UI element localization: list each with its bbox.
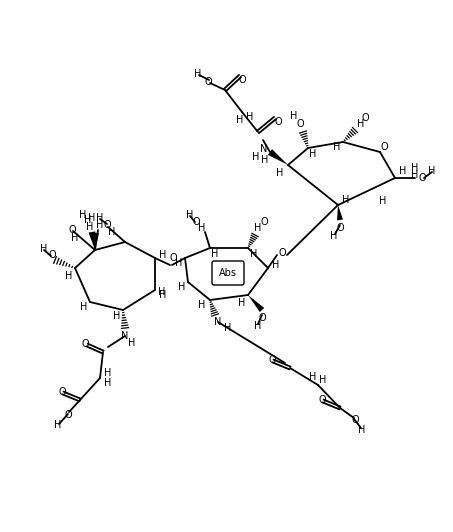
Text: H: H xyxy=(54,420,62,430)
Text: H: H xyxy=(333,142,341,152)
Text: H: H xyxy=(252,152,260,162)
Text: Abs: Abs xyxy=(219,268,237,278)
Text: O: O xyxy=(351,415,359,425)
Text: O: O xyxy=(192,217,200,227)
Text: H: H xyxy=(342,195,350,205)
Text: H: H xyxy=(254,223,262,233)
Text: H: H xyxy=(236,115,244,125)
Text: H: H xyxy=(65,271,72,281)
Polygon shape xyxy=(268,149,288,165)
Text: O: O xyxy=(318,395,326,405)
Text: H: H xyxy=(411,170,419,180)
Text: H: H xyxy=(330,231,337,241)
Text: O: O xyxy=(278,248,286,258)
Text: H: H xyxy=(309,149,317,159)
Text: H: H xyxy=(80,302,88,312)
Text: O: O xyxy=(48,250,56,260)
Text: H: H xyxy=(175,258,183,268)
Text: H: H xyxy=(411,163,419,173)
Text: H: H xyxy=(84,215,92,225)
Text: H: H xyxy=(113,311,120,321)
Text: O: O xyxy=(58,387,66,397)
Polygon shape xyxy=(248,295,264,312)
Text: N: N xyxy=(260,144,268,154)
Text: H: H xyxy=(159,290,167,300)
Text: H: H xyxy=(254,321,262,331)
Text: O: O xyxy=(268,355,276,365)
Text: O: O xyxy=(380,142,388,152)
Text: H: H xyxy=(88,213,96,223)
Text: H: H xyxy=(358,425,366,435)
Text: H: H xyxy=(159,250,167,260)
Polygon shape xyxy=(88,231,96,250)
Text: O: O xyxy=(169,253,177,263)
Polygon shape xyxy=(93,233,99,250)
Text: O: O xyxy=(238,75,246,85)
Text: O: O xyxy=(204,77,212,87)
Text: H: H xyxy=(309,372,317,382)
Text: H: H xyxy=(194,69,202,79)
Text: H: H xyxy=(290,111,298,121)
Text: H: H xyxy=(40,244,48,254)
Text: H: H xyxy=(276,168,284,178)
Text: H: H xyxy=(198,223,206,233)
Text: H: H xyxy=(357,119,365,129)
Text: H: H xyxy=(251,249,258,259)
Text: O: O xyxy=(103,220,111,230)
Text: O: O xyxy=(274,117,282,127)
Text: O: O xyxy=(68,225,76,235)
Text: H: H xyxy=(198,300,206,310)
Text: O: O xyxy=(260,217,268,227)
Text: H: H xyxy=(158,287,166,297)
Text: O: O xyxy=(296,119,304,129)
Text: H: H xyxy=(379,196,387,206)
Text: H: H xyxy=(399,166,407,176)
Text: O: O xyxy=(258,313,266,323)
Text: O: O xyxy=(336,223,344,233)
Text: O: O xyxy=(418,173,426,183)
Text: H: H xyxy=(238,298,246,308)
Text: H: H xyxy=(96,213,104,223)
Text: H: H xyxy=(108,227,116,237)
Text: O: O xyxy=(81,339,89,349)
Text: H: H xyxy=(211,249,219,259)
Text: H: H xyxy=(104,368,112,378)
Text: H: H xyxy=(79,210,87,220)
Text: H: H xyxy=(87,222,94,232)
Text: H: H xyxy=(224,323,231,333)
Text: O: O xyxy=(64,410,72,420)
Text: H: H xyxy=(178,282,186,292)
Text: H: H xyxy=(186,210,194,220)
Text: H: H xyxy=(96,220,104,230)
Text: H: H xyxy=(319,375,327,385)
Text: O: O xyxy=(361,113,369,123)
Text: N: N xyxy=(121,331,129,341)
Text: H: H xyxy=(71,233,79,243)
Text: N: N xyxy=(214,317,222,327)
Text: H: H xyxy=(128,338,136,348)
Text: H: H xyxy=(261,155,269,165)
Text: H: H xyxy=(429,166,436,176)
Text: H: H xyxy=(272,260,280,270)
Polygon shape xyxy=(337,205,343,220)
Text: H: H xyxy=(246,112,254,122)
Text: H: H xyxy=(104,378,112,388)
FancyBboxPatch shape xyxy=(212,261,244,285)
